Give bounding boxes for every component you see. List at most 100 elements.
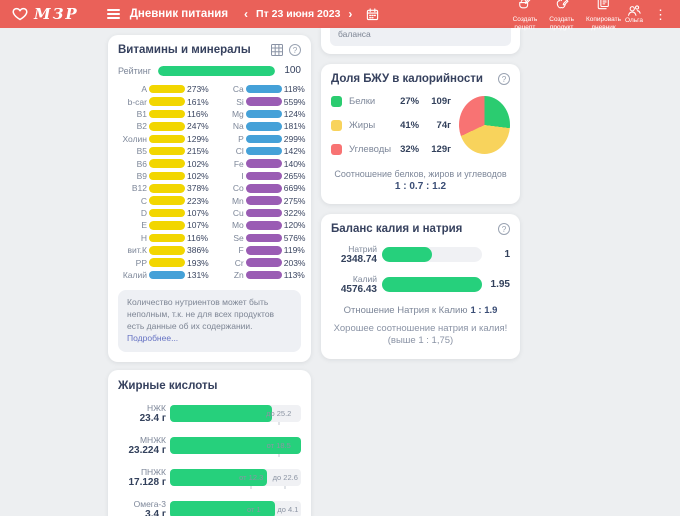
vitamin-label: Se — [233, 232, 244, 243]
balance-card-title: Баланс калия и натрия — [331, 222, 463, 235]
vitamin-value: 576% — [283, 232, 306, 243]
help-icon[interactable]: ? — [289, 44, 301, 56]
vitamin-bar — [245, 196, 282, 205]
vitamins-grid: A 273% b-car 161% B1 116% B2 247% Холин … — [118, 83, 305, 281]
vitamin-bar — [245, 134, 282, 143]
vitamin-bar — [149, 134, 185, 143]
legend-color-square — [331, 143, 342, 155]
vitamin-bar — [245, 258, 282, 267]
vitamin-value: 118% — [283, 84, 305, 95]
fatty-acid-bar-fill — [170, 436, 301, 454]
next-day-button[interactable]: › — [348, 7, 353, 21]
norm-tick — [284, 485, 286, 489]
vitamin-value: 124% — [283, 108, 306, 119]
vitamin-row: b-car 161% — [118, 95, 209, 107]
bju-card-title: Доля БЖУ в калорийности — [331, 73, 483, 85]
calendar-icon[interactable] — [366, 7, 379, 21]
header-action-button[interactable]: Создать рецепт — [513, 0, 537, 32]
vitamin-label: Cr — [234, 257, 244, 268]
more-details-link[interactable]: Подробнее... — [127, 332, 179, 343]
norm-range-label: до 4.1 — [277, 504, 299, 514]
balance-bar-fill — [382, 246, 432, 262]
fatty-acid-bar-fill — [170, 500, 275, 516]
vitamin-bar — [245, 146, 282, 156]
vitamin-bar — [245, 171, 282, 181]
vitamin-row: H 116% — [118, 232, 209, 244]
legend-percent: 41% — [400, 119, 420, 131]
bju-ratio-value: 1 : 0.7 : 1.2 — [394, 181, 447, 193]
vitamin-row: Mo 120% — [215, 219, 306, 231]
vitamin-label: Zn — [233, 270, 244, 281]
rating-row: Рейтинг 100 — [118, 65, 301, 76]
vitamin-label: B12 — [131, 183, 147, 194]
legend-label: Жиры — [349, 119, 376, 131]
fatty-acid-bar-track: от 1 до 4.1 — [170, 500, 301, 516]
vitamin-bar — [245, 184, 282, 193]
header-action-label: Копировать дневник — [585, 16, 621, 31]
current-date[interactable]: Пт 23 июня 2023 — [256, 8, 341, 20]
fatty-acids-card: Жирные кислоты НЖК 23.4 г до 25.2 МНЖК 2… — [108, 369, 311, 516]
vitamin-label: PP — [135, 257, 147, 268]
vitamin-value: 181% — [283, 121, 306, 132]
user-menu[interactable]: Ольга — [625, 4, 643, 24]
vitamin-label: Холин — [122, 133, 147, 144]
vitamin-bar — [245, 159, 282, 168]
balance-ratio-value: 1 : 1.9 — [470, 304, 498, 316]
balance-element-value: 2348.74 — [340, 253, 377, 265]
app-logo[interactable]: МЗР — [12, 5, 79, 23]
vitamin-row: Co 669% — [215, 182, 306, 194]
vitamin-value: 161% — [187, 96, 209, 107]
header-actions: Создать рецепт Создать продукт Копировать д… — [513, 0, 621, 32]
table-view-icon[interactable] — [271, 44, 283, 56]
copy-diary-icon — [597, 0, 610, 16]
vitamin-row: F 119% — [215, 244, 306, 256]
vitamin-value: 273% — [187, 84, 209, 95]
main-content: Витамины и минералы ? Рейтинг 100 — [0, 28, 680, 516]
rating-value: 100 — [284, 65, 301, 76]
bju-pie-chart — [459, 96, 510, 154]
vitamin-bar — [149, 146, 185, 156]
page-title: Дневник питания — [129, 8, 229, 20]
vitamin-row: B12 378% — [118, 182, 209, 194]
more-options-icon[interactable]: ⋮ — [654, 6, 667, 22]
header-action-label: Создать продукт — [549, 16, 574, 31]
menu-icon[interactable] — [106, 9, 120, 19]
vitamin-value: 203% — [283, 257, 306, 268]
vitamin-row: Zn 113% — [215, 269, 306, 281]
bju-card: Доля БЖУ в калорийности ? Белки 27% 109г… — [321, 64, 520, 204]
legend-color-square — [331, 119, 342, 131]
legend-grams: 74г — [436, 119, 452, 131]
vitamin-label: Cl — [235, 146, 244, 157]
vitamin-value: 107% — [187, 208, 209, 219]
vitamin-label: вит.К — [127, 245, 147, 256]
legend-percent: 32% — [400, 143, 420, 155]
rating-bar — [158, 65, 275, 76]
app-header: МЗР Дневник питания ‹ Пт 23 июня 2023 › … — [0, 0, 680, 31]
legend-label: Углеводы — [349, 143, 392, 155]
vitamin-label: C — [140, 195, 147, 206]
vitamin-label: Cu — [232, 208, 244, 219]
vitamin-row: A 273% — [118, 83, 209, 95]
norm-range-label: до 22.6 — [272, 472, 298, 482]
legend-row: Углеводы 32% 129г — [331, 137, 451, 161]
balance-bar-track — [382, 276, 482, 292]
vitamin-bar — [149, 233, 185, 243]
vitamin-value: 193% — [187, 257, 209, 268]
vitamin-label: B6 — [136, 158, 147, 169]
header-action-button[interactable]: Создать продукт — [549, 0, 574, 32]
vitamin-bar — [149, 159, 185, 168]
norm-tick — [278, 421, 280, 425]
vitamin-value: 140% — [283, 158, 306, 169]
legend-grams: 109г — [431, 95, 452, 107]
vitamin-bar — [245, 122, 282, 131]
help-icon[interactable]: ? — [498, 222, 510, 235]
vitamin-bar — [149, 196, 185, 205]
vitamin-label: B2 — [136, 121, 147, 132]
help-icon[interactable]: ? — [498, 73, 510, 85]
balance-element-value: 4576.43 — [340, 283, 377, 295]
vitamin-row: Na 181% — [215, 120, 306, 132]
header-action-button[interactable]: Копировать дневник — [586, 0, 621, 32]
vitamin-value: 247% — [187, 121, 209, 132]
vitamin-bar — [245, 233, 282, 243]
prev-day-button[interactable]: ‹ — [244, 7, 249, 21]
